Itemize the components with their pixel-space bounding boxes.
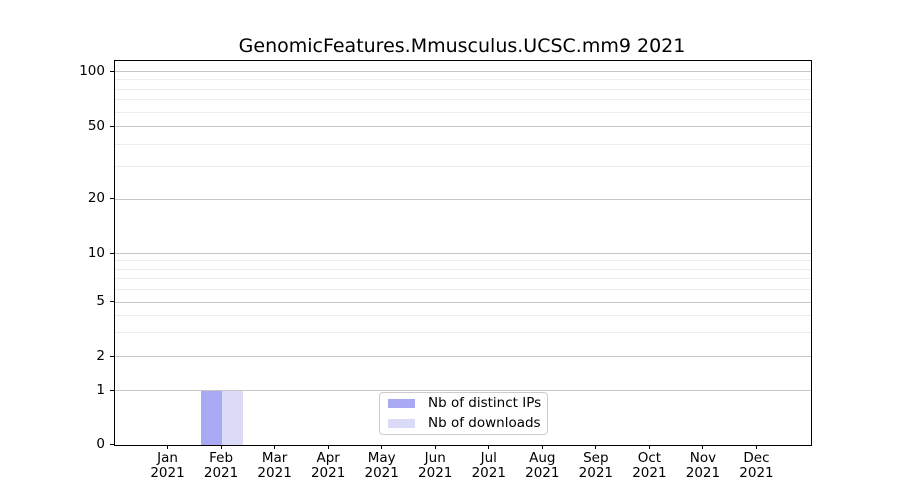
- y-major-gridline: [115, 253, 811, 254]
- x-tick-year: 2021: [203, 465, 239, 481]
- y-minor-gridline: [115, 288, 811, 290]
- y-major-gridline: [115, 198, 811, 200]
- x-tick-label: Oct 2021: [604, 451, 694, 481]
- x-tick-month: Sep: [583, 450, 609, 466]
- x-tick-month: Jul: [480, 450, 497, 466]
- legend-swatch-distinct-ips: [388, 399, 415, 409]
- x-tick-label: Sep 2021: [551, 451, 641, 481]
- x-tick-label: Jan 2021: [123, 451, 213, 481]
- x-tick-month: Oct: [637, 450, 662, 466]
- legend: Nb of distinct IPs Nb of downloads: [379, 392, 548, 435]
- x-tick-label: Apr 2021: [283, 451, 373, 481]
- legend-label-distinct-ips: Nb of distinct IPs: [428, 395, 542, 412]
- y-tick-mark: [110, 444, 114, 445]
- y-minor-gridline: [115, 99, 811, 101]
- x-tick-mark: [167, 445, 169, 449]
- y-tick-label: 2: [96, 347, 105, 364]
- legend-item-downloads: Nb of downloads: [388, 415, 547, 432]
- y-major-gridline: [115, 356, 811, 357]
- x-tick-label: Feb 2021: [176, 451, 266, 481]
- y-major-gridline: [115, 390, 811, 391]
- x-tick-year: 2021: [471, 465, 506, 481]
- x-tick-mark: [648, 445, 650, 449]
- y-tick-label: 10: [87, 244, 105, 261]
- x-tick-mark: [274, 445, 276, 449]
- y-major-gridline: [115, 126, 811, 127]
- legend-item-distinct-ips: Nb of distinct IPs: [388, 395, 547, 412]
- x-tick-mark: [220, 445, 222, 449]
- x-tick-month: Dec: [743, 450, 770, 466]
- y-tick-label: 20: [87, 190, 105, 206]
- y-minor-gridline: [115, 111, 811, 113]
- x-tick-year: 2021: [525, 465, 560, 481]
- x-tick-year: 2021: [310, 465, 346, 481]
- x-tick-year: 2021: [685, 465, 721, 481]
- x-tick-month: Apr: [316, 450, 340, 466]
- y-minor-gridline: [115, 88, 811, 90]
- x-tick-month: Jan: [157, 450, 178, 466]
- x-tick-label: May 2021: [337, 451, 427, 481]
- y-minor-gridline: [115, 166, 811, 168]
- x-tick-mark: [434, 445, 436, 449]
- y-tick-mark: [110, 252, 114, 254]
- y-minor-gridline: [115, 268, 811, 270]
- x-tick-year: 2021: [739, 465, 774, 481]
- y-tick-mark: [110, 198, 114, 199]
- y-tick-label: 1: [96, 381, 105, 398]
- plot-area: Nb of distinct IPs Nb of downloads: [114, 60, 812, 446]
- y-major-gridline: [115, 71, 811, 72]
- y-tick-mark: [110, 70, 114, 72]
- x-tick-month: Mar: [261, 450, 288, 466]
- x-tick-mark: [381, 445, 383, 449]
- x-tick-year: 2021: [418, 465, 453, 481]
- y-tick-label: 50: [87, 117, 105, 134]
- bar-downloads-feb-2021: [222, 390, 244, 445]
- x-tick-label: Mar 2021: [230, 451, 320, 481]
- x-tick-year: 2021: [257, 465, 292, 481]
- x-tick-month: Feb: [209, 450, 234, 466]
- x-tick-mark: [541, 445, 543, 449]
- x-tick-label: Dec 2021: [711, 451, 801, 481]
- x-tick-year: 2021: [578, 465, 614, 481]
- x-tick-mark: [488, 445, 490, 449]
- y-tick-mark: [110, 125, 114, 127]
- x-tick-label: Jul 2021: [444, 451, 534, 481]
- x-tick-label: Jun 2021: [390, 451, 480, 481]
- x-tick-mark: [595, 445, 597, 449]
- legend-label-downloads: Nb of downloads: [428, 414, 541, 431]
- x-tick-mark: [702, 445, 704, 449]
- x-tick-year: 2021: [364, 465, 399, 481]
- y-tick-label: 100: [79, 62, 105, 79]
- y-minor-gridline: [115, 143, 811, 145]
- y-minor-gridline: [115, 260, 811, 262]
- y-minor-gridline: [115, 331, 811, 333]
- y-tick-label: 5: [96, 293, 105, 309]
- y-major-gridline: [115, 301, 811, 303]
- y-minor-gridline: [115, 79, 811, 81]
- x-tick-year: 2021: [150, 465, 185, 481]
- legend-swatch-downloads: [388, 418, 415, 428]
- x-tick-month: May: [367, 450, 396, 466]
- x-tick-month: Jun: [424, 450, 446, 466]
- y-tick-mark: [110, 389, 114, 391]
- x-tick-year: 2021: [632, 465, 667, 481]
- x-tick-mark: [755, 445, 757, 449]
- x-tick-mark: [327, 445, 329, 449]
- x-tick-month: Aug: [529, 450, 556, 466]
- y-minor-gridline: [115, 277, 811, 279]
- y-tick-mark: [110, 355, 114, 357]
- y-tick-mark: [110, 301, 114, 302]
- x-tick-label: Aug 2021: [497, 451, 587, 481]
- x-tick-label: Nov 2021: [658, 451, 748, 481]
- y-tick-label: 0: [96, 436, 105, 452]
- y-minor-gridline: [115, 314, 811, 316]
- bar-distinct-ips-feb-2021: [200, 390, 223, 445]
- x-tick-month: Nov: [689, 450, 717, 466]
- chart-title: GenomicFeatures.Mmusculus.UCSC.mm9 2021: [238, 35, 686, 57]
